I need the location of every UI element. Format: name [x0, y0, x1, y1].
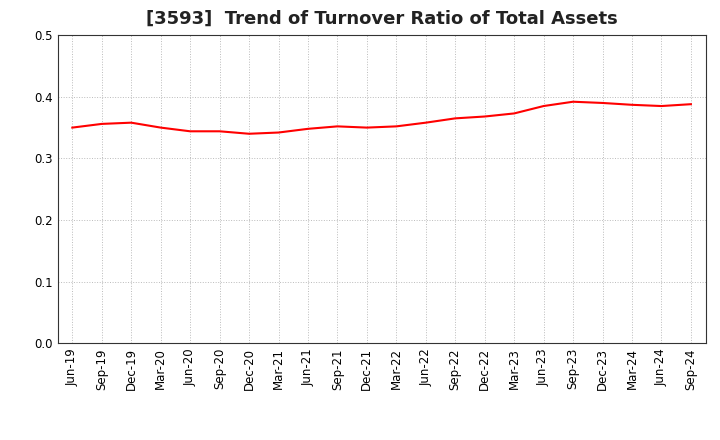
- Title: [3593]  Trend of Turnover Ratio of Total Assets: [3593] Trend of Turnover Ratio of Total …: [145, 10, 618, 28]
